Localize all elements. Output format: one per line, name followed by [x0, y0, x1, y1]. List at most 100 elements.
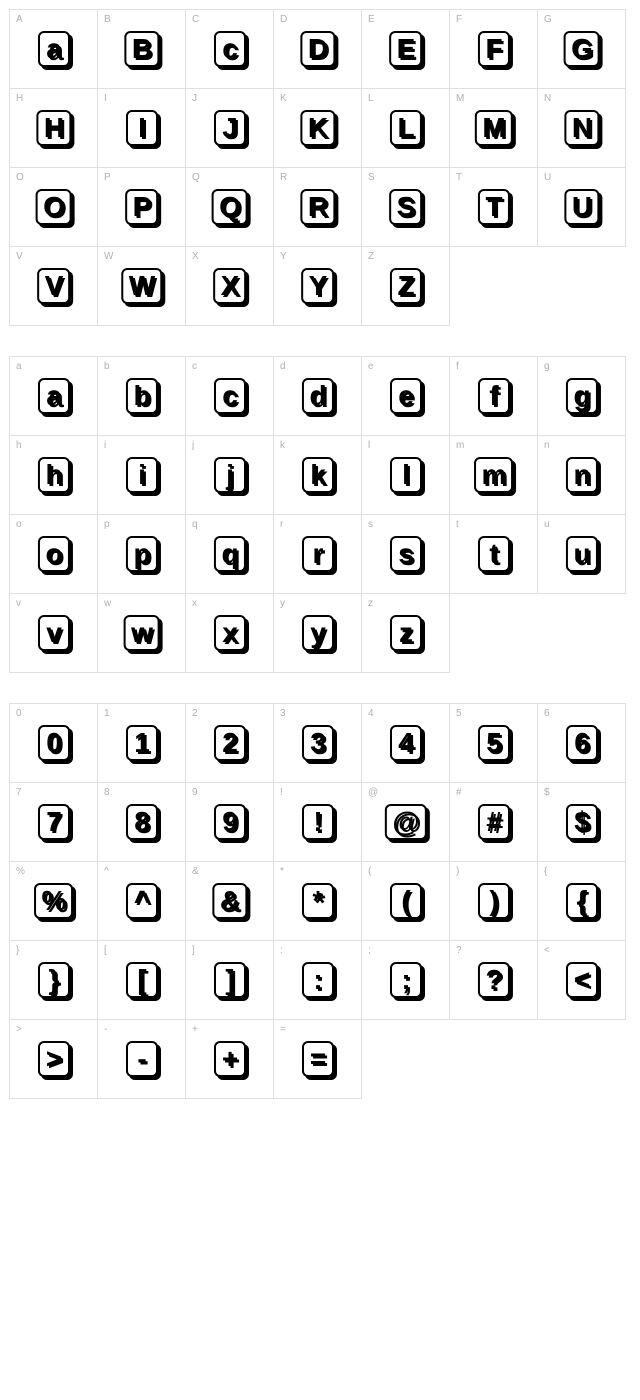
glyph-outline: Z	[389, 268, 421, 304]
glyph-outline: t	[478, 536, 510, 572]
glyph-display: N	[564, 110, 599, 146]
cell-label: j	[192, 440, 194, 451]
glyph-cell: BB	[97, 9, 186, 89]
glyph-display: ;	[390, 962, 422, 998]
glyph-outline: n	[565, 457, 597, 493]
glyph-display: R	[300, 189, 335, 225]
glyph-cell: rr	[273, 514, 362, 594]
glyph-outline: +	[214, 1041, 246, 1077]
cell-label: 7	[16, 787, 22, 798]
glyph-outline: Y	[301, 268, 335, 304]
glyph-outline: J	[214, 110, 246, 146]
cell-label: i	[104, 440, 106, 451]
glyph-outline: %	[34, 883, 74, 919]
glyph-display: F	[477, 31, 509, 67]
glyph-outline: 5	[478, 725, 510, 761]
glyph-display: $	[566, 804, 598, 840]
glyph-cell: aa	[9, 356, 98, 436]
glyph-cell: Aa	[9, 9, 98, 89]
glyph-cell: mm	[449, 435, 538, 515]
cell-label: L	[368, 93, 374, 104]
glyph-outline: K	[300, 110, 335, 146]
glyph-display: 7	[38, 804, 70, 840]
glyph-outline: q	[213, 536, 245, 572]
glyph-display: =	[302, 1041, 334, 1077]
cell-label: o	[16, 519, 22, 530]
glyph-outline: 6	[566, 725, 598, 761]
glyph-display: }	[38, 962, 70, 998]
glyph-outline: g	[565, 378, 597, 414]
glyph-cell: FF	[449, 9, 538, 89]
glyph-grid: aabbccddeeffgghhiijjkkllmmnnooppqqrrsstt…	[10, 357, 630, 674]
cell-label: B	[104, 14, 111, 25]
glyph-outline: =	[302, 1041, 334, 1077]
glyph-cell: nn	[537, 435, 626, 515]
glyph-cell: ??	[449, 940, 538, 1020]
glyph-cell: kk	[273, 435, 362, 515]
glyph-section-2: 00112233445566778899!!@@##$$%%^^&&**(())…	[10, 704, 630, 1100]
glyph-outline: <	[566, 962, 598, 998]
glyph-outline: 8	[126, 804, 158, 840]
cell-label: F	[456, 14, 462, 25]
glyph-outline: @	[384, 804, 426, 840]
glyph-outline: m	[474, 457, 514, 493]
glyph-cell: ^^	[97, 861, 186, 941]
glyph-cell: qq	[185, 514, 274, 594]
glyph-cell: QQ	[185, 167, 274, 247]
empty-cell	[538, 594, 626, 674]
glyph-display: Z	[389, 268, 421, 304]
glyph-cell: EE	[361, 9, 450, 89]
cell-label: 1	[104, 708, 110, 719]
cell-label: v	[16, 598, 21, 609]
glyph-cell: 99	[185, 782, 274, 862]
glyph-cell: 22	[185, 703, 274, 783]
glyph-display: 6	[566, 725, 598, 761]
glyph-outline: 3	[302, 725, 334, 761]
glyph-cell: 44	[361, 703, 450, 783]
glyph-outline: &	[212, 883, 247, 919]
glyph-display: l	[390, 457, 422, 493]
glyph-cell: %%	[9, 861, 98, 941]
glyph-outline: O	[35, 189, 72, 225]
glyph-outline: 2	[214, 725, 246, 761]
glyph-display: G	[563, 31, 600, 67]
glyph-cell: bb	[97, 356, 186, 436]
glyph-cell: RR	[273, 167, 362, 247]
cell-label: <	[544, 945, 550, 956]
glyph-outline: w	[123, 615, 160, 651]
glyph-display: X	[213, 268, 247, 304]
cell-label: +	[192, 1024, 198, 1035]
glyph-display: {	[566, 883, 598, 919]
cell-label: T	[456, 172, 462, 183]
glyph-display: (	[390, 883, 422, 919]
glyph-cell: jj	[185, 435, 274, 515]
glyph-display: m	[474, 457, 514, 493]
glyph-outline: l	[390, 457, 422, 493]
glyph-cell: {{	[537, 861, 626, 941]
glyph-display: r	[302, 536, 334, 572]
glyph-display: :	[302, 962, 334, 998]
glyph-cell: oo	[9, 514, 98, 594]
glyph-outline: h	[37, 457, 69, 493]
glyph-outline: (	[390, 883, 422, 919]
glyph-cell: --	[97, 1019, 186, 1099]
empty-cell	[450, 594, 538, 674]
glyph-cell: **	[273, 861, 362, 941]
empty-cell	[538, 247, 626, 327]
cell-label: C	[192, 14, 199, 25]
glyph-display: V	[37, 268, 71, 304]
cell-label: )	[456, 866, 459, 877]
glyph-display: ^	[126, 883, 158, 919]
glyph-outline: W	[121, 268, 162, 304]
glyph-display: j	[214, 457, 246, 493]
glyph-outline: *	[302, 883, 334, 919]
glyph-cell: ##	[449, 782, 538, 862]
glyph-display: #	[478, 804, 510, 840]
cell-label: 5	[456, 708, 462, 719]
glyph-outline: o	[37, 536, 69, 572]
glyph-display: s	[390, 536, 422, 572]
glyph-cell: VV	[9, 246, 98, 326]
glyph-cell: PP	[97, 167, 186, 247]
cell-label: 0	[16, 708, 22, 719]
glyph-display: 8	[126, 804, 158, 840]
